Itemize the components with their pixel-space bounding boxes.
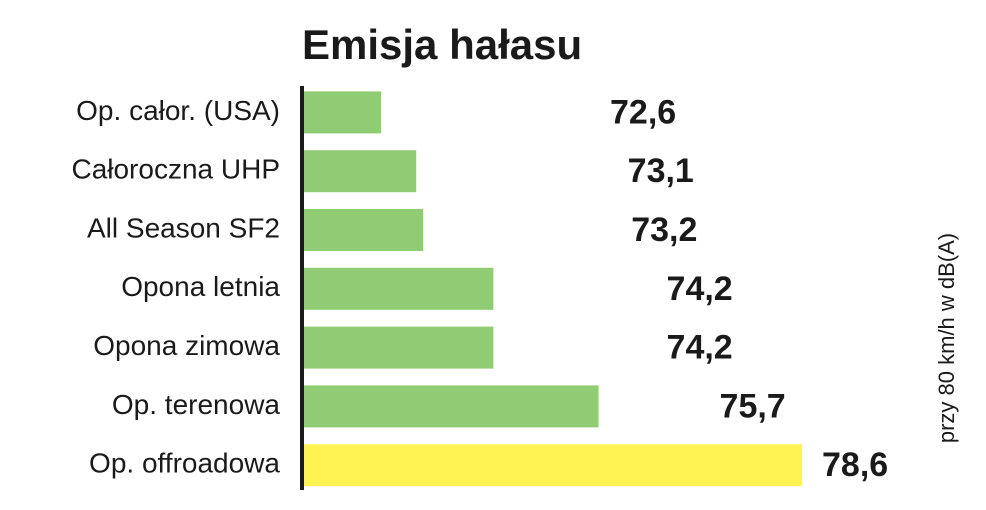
bar bbox=[304, 91, 382, 134]
category-label: Opona letnia bbox=[121, 271, 280, 302]
chart-title: Emisja hałasu bbox=[302, 21, 582, 68]
category-label: Op. całor. (USA) bbox=[76, 95, 280, 126]
value-label: 73,2 bbox=[631, 211, 697, 249]
category-label: Całoroczna UHP bbox=[71, 154, 280, 185]
bar bbox=[304, 326, 494, 369]
bar bbox=[304, 150, 417, 193]
value-label: 74,2 bbox=[667, 329, 733, 367]
category-label: Op. terenowa bbox=[112, 389, 281, 420]
bar bbox=[304, 267, 494, 310]
value-label: 74,2 bbox=[667, 270, 733, 308]
bar bbox=[304, 385, 599, 428]
category-label: All Season SF2 bbox=[87, 212, 280, 243]
value-label: 73,1 bbox=[628, 152, 694, 190]
category-label: Opona zimowa bbox=[93, 330, 280, 361]
note: przy 80 km/h w dB(A) bbox=[934, 233, 959, 443]
bar bbox=[304, 209, 424, 251]
value-label: 72,6 bbox=[610, 93, 676, 131]
value-label: 78,6 bbox=[822, 446, 888, 484]
value-label: 75,7 bbox=[720, 387, 786, 425]
bar bbox=[304, 444, 802, 487]
category-label: Op. offroadowa bbox=[89, 448, 280, 479]
